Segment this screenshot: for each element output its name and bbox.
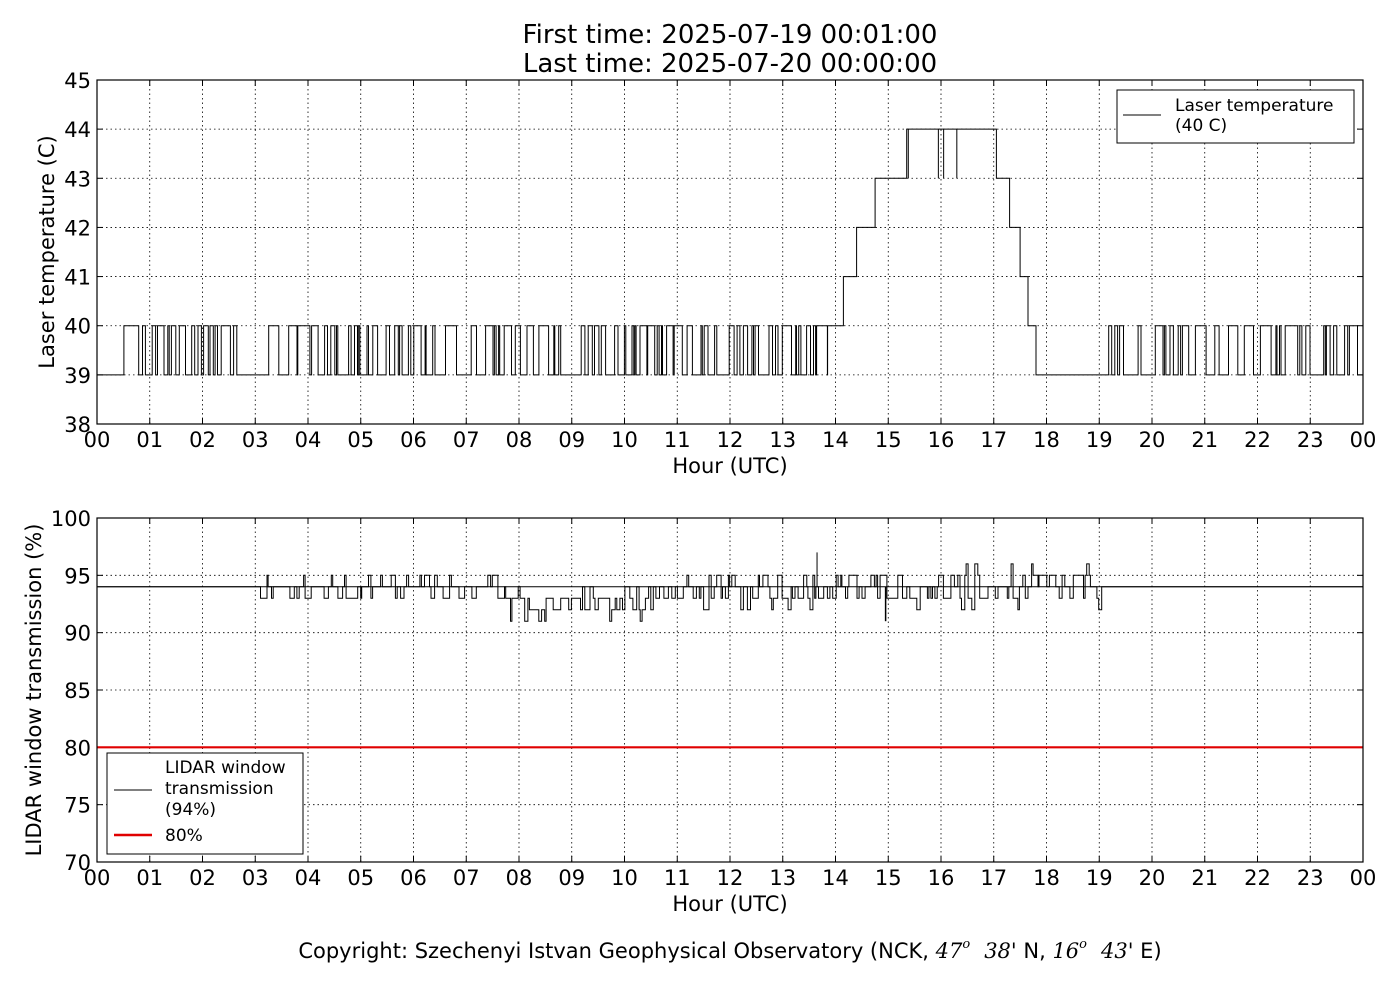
x-tick-label: 20 [1139,866,1166,890]
legend-label-laser: (40 C) [1175,116,1227,136]
plot-frame [96,517,1364,863]
x-tick-label: 01 [136,428,163,452]
y-tick-label: 45 [64,69,91,93]
x-tick-label: 04 [295,866,322,890]
x-tick-label: 11 [664,866,691,890]
latitude-minutes: 38' [984,939,1017,963]
laser-temperature-panel: 00 01 02 03 04 05 06 07 08 09 10 11 12 13 14 15 16 17 18 19… [35,69,1376,478]
x-tick-label: 05 [347,866,374,890]
y-tick-label: 38 [64,413,91,437]
y-tick-label: 100 [51,507,91,531]
x-tick-label: 12 [717,428,744,452]
x-tick-label: 14 [822,428,849,452]
longitude-degrees: 16 [1052,939,1079,963]
y-tick-label: 75 [64,794,91,818]
x-tick-label: 08 [506,866,533,890]
latitude-degrees: 47 [935,939,963,963]
x-tick-label: 22 [1244,866,1271,890]
x-axis-label: Hour (UTC) [672,454,787,478]
y-tick-label: 90 [64,622,91,646]
longitude-degree-symbol: o [1079,937,1087,952]
longitude-minutes: 43' [1100,939,1134,963]
x-tick-label: 01 [136,866,163,890]
x-tick-label: 19 [1086,428,1113,452]
x-tick-label: 23 [1297,866,1324,890]
x-tick-label: 00 [84,428,111,452]
x-tick-label: 04 [295,428,322,452]
x-tick-label: 19 [1086,866,1113,890]
longitude-hemisphere: E) [1134,939,1162,963]
x-tick-label: 07 [453,428,480,452]
x-tick-label: 12 [717,866,744,890]
x-tick-label: 16 [928,866,955,890]
x-tick-label: 23 [1297,428,1324,452]
x-tick-label: 22 [1244,428,1271,452]
x-tick-label: 20 [1139,428,1166,452]
copyright-prefix: Copyright: Szechenyi Istvan Geophysical … [298,939,935,963]
x-tick-label: 06 [400,866,427,890]
y-tick-label: 70 [64,851,91,875]
copyright-footer: Copyright: Szechenyi Istvan Geophysical … [298,937,1161,963]
x-axis-label: Hour (UTC) [672,892,787,916]
x-tick-label: 17 [980,866,1007,890]
y-axis-label: Laser temperature (C) [35,135,59,368]
y-tick-label: 95 [64,564,91,588]
x-tick-label: 09 [558,428,585,452]
legend-label-threshold: 80% [165,826,203,846]
x-tick-label: 18 [1033,428,1060,452]
legend-box [106,752,304,855]
x-tick-label: 07 [453,866,480,890]
x-tick-label: 02 [189,428,216,452]
latitude-hemisphere: N, [1017,939,1053,963]
lidar-transmission-panel: 00 01 02 03 04 05 06 07 08 09 10 11 12 13 14 15 16 17 18 19… [22,507,1376,916]
legend-box [1116,89,1355,144]
y-tick-label: 39 [64,364,91,388]
y-tick-label: 44 [64,118,91,142]
x-tick-label: 21 [1191,866,1218,890]
x-tick-label: 02 [189,866,216,890]
x-tick-label: 03 [242,428,269,452]
x-tick-label: 18 [1033,866,1060,890]
x-tick-label: 08 [506,428,533,452]
x-tick-label: 09 [558,866,585,890]
x-tick-label: 03 [242,866,269,890]
x-tick-label: 15 [875,866,902,890]
plot-frame [96,79,1364,425]
legend-label-lidar: LIDAR window [165,758,286,778]
x-tick-label: 16 [928,428,955,452]
x-tick-label: 05 [347,428,374,452]
x-tick-label: 17 [980,428,1007,452]
x-tick-label: 13 [769,428,796,452]
y-tick-label: 85 [64,679,91,703]
legend-label-lidar: transmission [165,779,274,799]
laser-temperature-line [97,128,1363,376]
x-tick-label: 06 [400,428,427,452]
x-tick-label: 13 [769,866,796,890]
x-tick-label: 00 [1350,866,1377,890]
legend-label-lidar: (94%) [165,800,216,820]
x-tick-label: 11 [664,428,691,452]
x-tick-label: 00 [84,866,111,890]
chart-title-line2: Last time: 2025-07-20 00:00:00 [523,49,937,79]
y-tick-label: 42 [64,216,91,240]
y-tick-label: 80 [64,736,91,760]
y-tick-label: 43 [64,167,91,191]
y-axis-label: LIDAR window transmission (%) [22,524,46,857]
y-tick-label: 41 [64,266,91,290]
x-tick-label: 21 [1191,428,1218,452]
legend-label-laser: Laser temperature [1175,96,1333,116]
x-tick-label: 10 [611,866,638,890]
chart-title-line1: First time: 2025-07-19 00:01:00 [523,20,938,50]
x-tick-label: 15 [875,428,902,452]
x-tick-label: 00 [1350,428,1377,452]
x-tick-label: 14 [822,866,849,890]
y-tick-label: 40 [64,315,91,339]
latitude-degree-symbol: o [962,937,970,952]
x-tick-label: 10 [611,428,638,452]
